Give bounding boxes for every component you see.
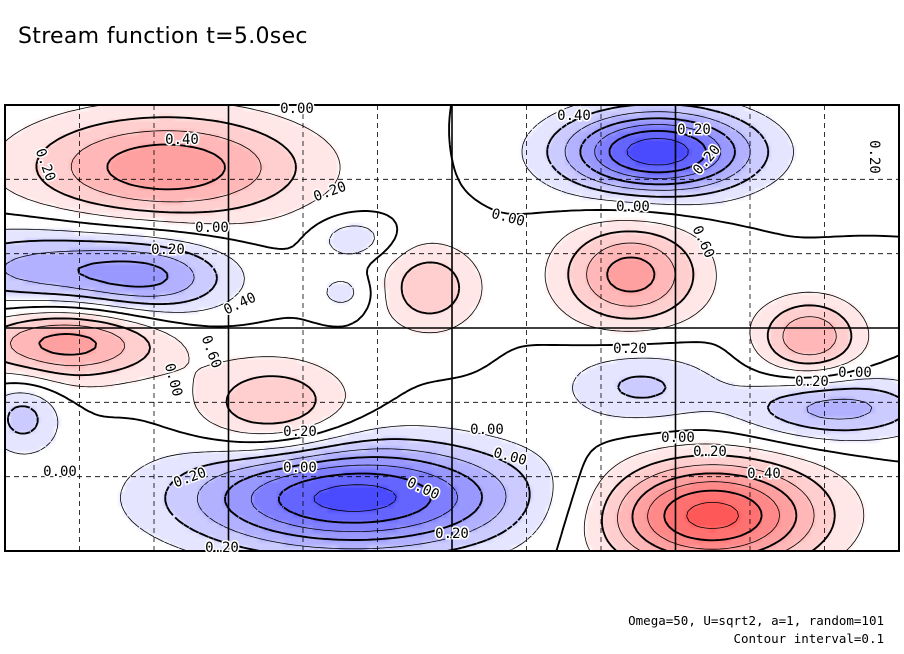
contour-label: 0.00 xyxy=(280,101,314,117)
contour-label: 0.00 xyxy=(470,422,504,438)
contour-line xyxy=(4,116,853,552)
contour-label: 0.00 xyxy=(838,365,872,381)
contour-line xyxy=(4,104,900,552)
contour-label: 0.20 xyxy=(795,374,829,390)
contour-line xyxy=(686,502,739,529)
contour-line xyxy=(77,117,736,541)
contour-line xyxy=(4,104,900,552)
contour-line xyxy=(647,481,780,550)
contour-label: 0.00 xyxy=(283,460,317,476)
grid-layer xyxy=(4,104,900,552)
contour-label: 0.20 xyxy=(205,540,239,556)
footer-parameters: Omega=50, U=sqrt2, a=1, random=101 xyxy=(628,613,884,628)
contour-label: 0.00 xyxy=(661,430,695,446)
contour-line xyxy=(250,124,721,532)
contour-label: 0.40 xyxy=(557,108,591,124)
contour-line xyxy=(277,129,707,524)
contour-label: 0.20 xyxy=(866,140,882,174)
contour-label: 0.20 xyxy=(151,242,185,258)
contour-line-layer xyxy=(4,104,900,552)
contour-label: 0.20 xyxy=(677,122,711,138)
contour-line xyxy=(38,143,798,552)
contour-line xyxy=(4,104,900,552)
contour-line xyxy=(4,111,873,550)
footer-contour-interval: Contour interval=0.1 xyxy=(733,631,884,646)
contour-label: 0.40 xyxy=(747,466,781,482)
contour-label: 0.00 xyxy=(195,220,229,236)
contour-label: 0.00 xyxy=(43,464,77,480)
contour-label: 0.20 xyxy=(693,444,727,460)
contour-line xyxy=(9,130,837,552)
contour-label: 0.20 xyxy=(435,526,469,542)
contour-label: 0.00 xyxy=(616,199,650,215)
contour-label: 0.20 xyxy=(283,424,317,440)
contour-label: 0.20 xyxy=(613,341,647,357)
contour-label: 0.40 xyxy=(165,132,199,148)
contour-line xyxy=(4,104,870,552)
contour-line xyxy=(663,489,763,542)
chart-title: Stream function t=5.0sec xyxy=(18,24,308,49)
contour-line xyxy=(313,138,689,512)
plot-frame xyxy=(4,104,900,552)
